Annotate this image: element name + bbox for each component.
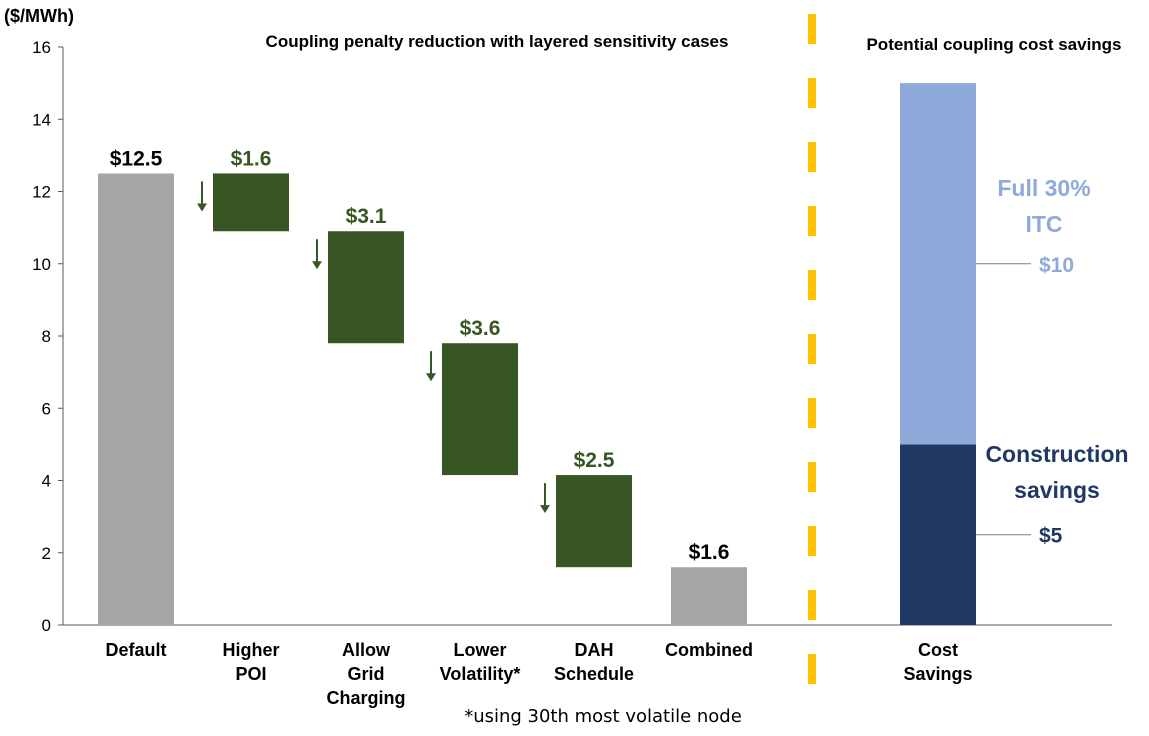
savings-value-label-full30-itc: $10 — [1039, 254, 1074, 277]
right-panel-title: Potential coupling cost savings — [866, 35, 1121, 54]
savings-segment-full30-itc — [900, 83, 976, 445]
category-label-allow-grid-charging-line-1: Allow — [342, 640, 391, 660]
segment-name-construction-line-1: Construction — [985, 441, 1128, 467]
bar-higher-poi — [213, 173, 289, 232]
y-tick-label-12: 12 — [32, 183, 51, 202]
category-label-allow-grid-charging-line-3: Charging — [327, 688, 406, 708]
y-tick-label-8: 8 — [42, 327, 51, 346]
bar-lower-volatility — [442, 343, 518, 476]
y-axis-unit-label: ($/MWh) — [4, 6, 74, 26]
y-tick-label-16: 16 — [32, 38, 51, 57]
category-label-allow-grid-charging-line-2: Grid — [347, 664, 384, 684]
down-arrow-icon-lower-volatility — [426, 373, 436, 382]
category-label-dah-schedule-line-1: DAH — [575, 640, 614, 660]
savings-segment-construction-savings — [900, 444, 976, 625]
down-arrow-icon-allow-grid-charging — [312, 261, 322, 270]
down-arrow-icon-higher-poi — [197, 203, 207, 212]
category-label-cost-savings-line-2: Savings — [903, 664, 972, 684]
savings-value-label-construction-savings: $5 — [1039, 525, 1063, 548]
data-label-higher-poi: $1.6 — [231, 147, 272, 170]
category-label-cost-savings-line-1: Cost — [918, 640, 958, 660]
segment-name-itc-line-1: Full 30% — [997, 175, 1090, 201]
y-tick-label-2: 2 — [42, 544, 51, 563]
footnote: *using 30th most volatile node — [464, 706, 742, 727]
axes: 0 2 4 6 8 10 12 14 16 — [32, 14, 1112, 684]
category-label-default-line-1: Default — [105, 640, 166, 660]
category-label-lower-volatility-line-1: Lower — [453, 640, 506, 660]
category-label-dah-schedule-line-2: Schedule — [554, 664, 634, 684]
bar-combined — [671, 567, 747, 625]
segment-name-construction-line-2: savings — [1014, 477, 1100, 503]
labels: $12.5 Default $1.6 Higher POI $3.1 Allow Grid Ch… — [105, 147, 1128, 708]
y-tick-label-6: 6 — [42, 399, 51, 418]
data-label-lower-volatility: $3.6 — [460, 317, 501, 340]
down-arrow-icon-dah-schedule — [540, 505, 550, 514]
y-tick-label-14: 14 — [32, 110, 51, 129]
y-tick-label-0: 0 — [42, 616, 51, 635]
y-tick-label-4: 4 — [42, 472, 51, 491]
category-label-combined-line-1: Combined — [665, 640, 753, 660]
category-label-higher-poi-line-1: Higher — [222, 640, 279, 660]
left-panel-title: Coupling penalty reduction with layered … — [266, 32, 729, 51]
bars — [98, 83, 976, 625]
data-label-combined: $1.6 — [689, 541, 730, 564]
bar-default — [98, 173, 174, 625]
data-label-dah-schedule: $2.5 — [574, 449, 615, 472]
bar-allow-grid-charging — [328, 231, 404, 344]
data-label-default: $12.5 — [110, 147, 163, 170]
category-label-lower-volatility-line-2: Volatility* — [440, 664, 521, 684]
category-label-higher-poi-line-2: POI — [235, 664, 266, 684]
segment-name-itc-line-2: ITC — [1025, 211, 1062, 237]
y-tick-label-10: 10 — [32, 255, 51, 274]
data-label-allow-grid-charging: $3.1 — [346, 205, 387, 228]
bar-dah-schedule — [556, 475, 632, 568]
